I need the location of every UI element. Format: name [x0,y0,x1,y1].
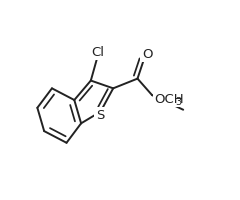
Text: OCH: OCH [154,93,184,106]
Text: O: O [142,48,152,61]
Text: Cl: Cl [91,46,104,59]
Text: 3: 3 [175,97,181,107]
Text: S: S [96,109,105,122]
